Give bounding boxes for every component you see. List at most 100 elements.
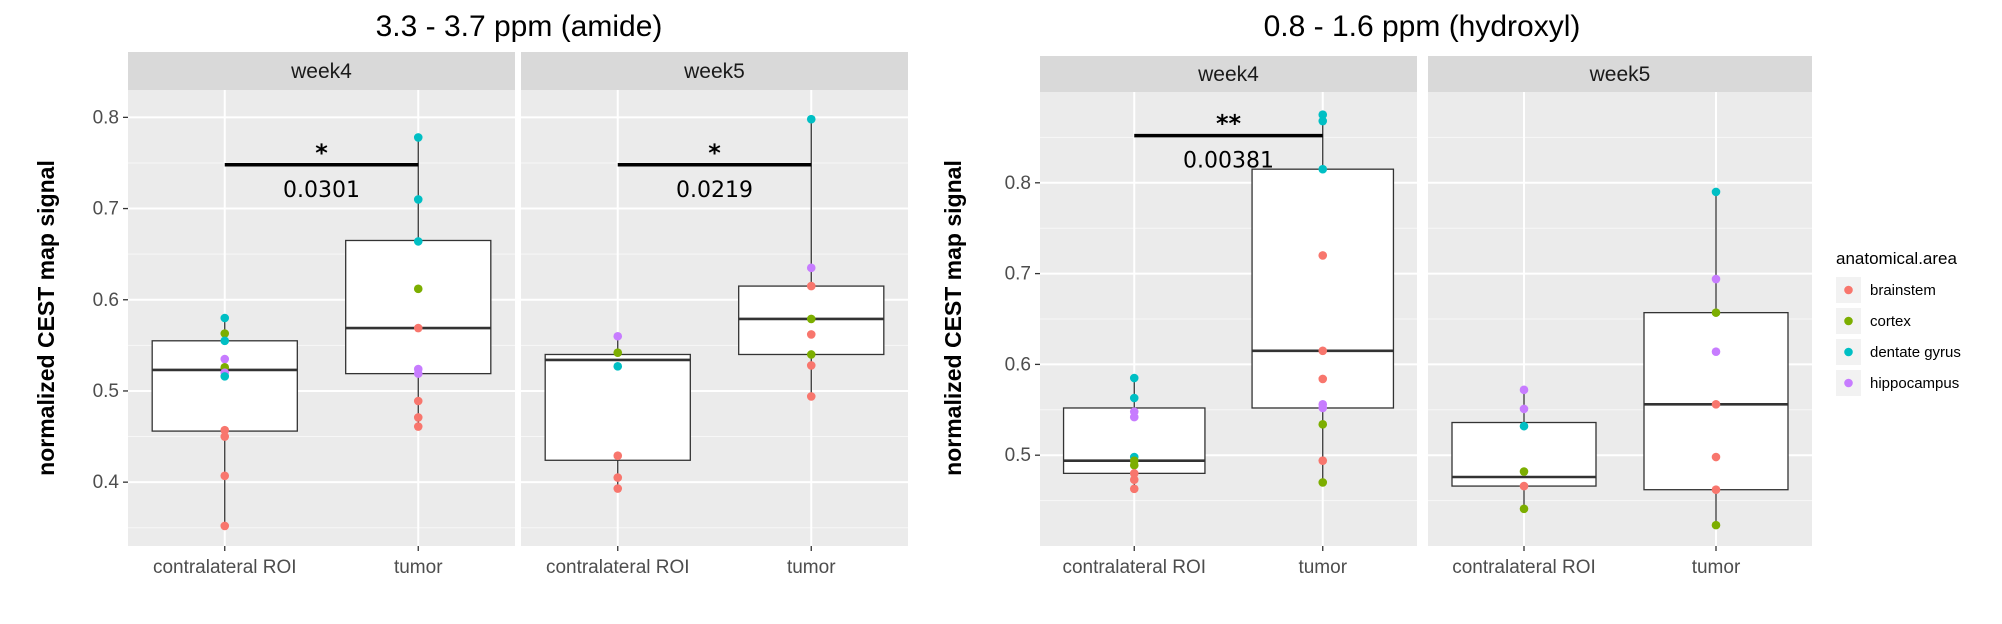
data-point [220,329,230,338]
significance-stars: * [315,139,328,167]
data-point [613,451,623,461]
legend-items: brainstem cortex dentate gyrus hippocampus [1836,277,1961,396]
legend-item: cortex [1836,308,1911,334]
legend-swatch [1844,378,1853,388]
left-chart-title: 3.3 - 3.7 ppm (amide) [376,10,663,43]
data-point [1129,484,1139,494]
x-tick-label: contralateral ROI [153,557,297,578]
data-point [1318,420,1328,429]
data-point [1519,467,1529,476]
data-point [1711,187,1721,197]
legend-label: dentate gyrus [1870,344,1961,361]
significance-annotation: * 0.0301 [224,139,419,203]
facet-week5: week5 * 0.0219 contralateral ROI tumor [521,52,908,578]
data-point [1519,385,1529,395]
data-point [413,323,423,333]
p-value-label: 0.0219 [676,178,753,203]
left-y-axis-label: normalized CEST map signal [33,160,59,476]
data-point [1318,251,1328,260]
data-point [1711,452,1721,462]
x-tick-label: contralateral ROI [1452,557,1596,578]
facet-strip [1040,56,1417,92]
data-point [413,413,423,422]
right-y-axis-label: normalized CEST map signal [940,160,966,476]
data-point [1318,164,1328,174]
data-point [1519,421,1529,431]
data-point [220,432,230,441]
data-point [806,330,816,339]
data-point [1318,403,1328,413]
y-tick-label: 0.7 [93,199,119,220]
data-point [613,348,623,357]
data-point [413,237,423,246]
data-point [613,473,623,482]
data-point [220,372,230,381]
data-points [220,133,423,531]
data-point [220,521,230,531]
facet-strip-label: week5 [683,60,745,83]
data-point [220,425,230,435]
y-tick-label: 0.6 [1005,354,1031,375]
amide-chart: week4 * 0.0301 contralateral ROI tumor week5 *… [93,52,908,578]
data-point [1129,373,1139,383]
data-point [1519,404,1529,414]
data-point [1318,374,1328,384]
legend-item: hippocampus [1836,370,1959,396]
data-point [1129,469,1139,478]
data-point [1129,412,1139,422]
data-point [1318,110,1328,119]
data-point [1129,460,1139,470]
x-tick-label: tumor [787,557,836,578]
data-point [806,263,816,273]
significance-annotation: * 0.0219 [617,139,812,203]
right-chart-title: 0.8 - 1.6 ppm (hydroxyl) [1264,10,1581,43]
box-body [345,239,492,375]
legend-item: dentate gyrus [1836,339,1961,365]
data-point [220,354,230,364]
facet-strip-label: week4 [1197,63,1259,86]
x-tick-label: tumor [394,557,443,578]
legend-swatch [1844,285,1853,295]
p-value-label: 0.00381 [1183,149,1274,174]
data-point [413,133,423,142]
box-tumor [345,137,492,428]
data-point [806,114,816,124]
legend-label: hippocampus [1870,375,1959,392]
y-tick-label: 0.8 [93,107,119,128]
data-point [1711,347,1721,356]
data-point [806,281,816,291]
facet-strip [128,52,515,90]
data-points [613,114,816,493]
facet-week5: week5 contralateral ROI tumor [1428,56,1812,578]
y-tick-label: 0.4 [93,472,120,493]
y-tick-label: 0.7 [1005,264,1031,285]
data-point [413,396,423,406]
facet-strip [1428,56,1812,92]
data-point [1711,520,1721,530]
data-point [613,362,623,371]
facet-week4: week4 ** 0.00381 contralateral ROI tumor [1040,56,1417,578]
data-point [1318,346,1328,356]
data-point [220,471,230,481]
y-tick-label: 0.5 [1005,445,1031,466]
significance-annotation: ** 0.00381 [1134,110,1323,174]
significance-stars: * [708,139,721,167]
y-tick-label: 0.8 [1005,173,1031,194]
data-point [1711,274,1721,284]
legend-label: cortex [1870,313,1911,330]
data-point [413,195,423,204]
facet-strip [521,52,908,90]
data-point [613,331,623,341]
box-body [544,353,691,461]
data-point [1318,478,1328,487]
data-point [806,314,816,324]
box-body [151,340,298,432]
legend-swatch [1844,316,1853,326]
data-point [1519,504,1529,514]
y-tick-label: 0.5 [93,381,119,402]
facet-strip-label: week4 [290,60,352,83]
legend-item: brainstem [1836,277,1936,303]
legend-title: anatomical.area [1836,249,1958,268]
legend: anatomical.area brainstem cortex dentate g… [1836,249,1961,396]
